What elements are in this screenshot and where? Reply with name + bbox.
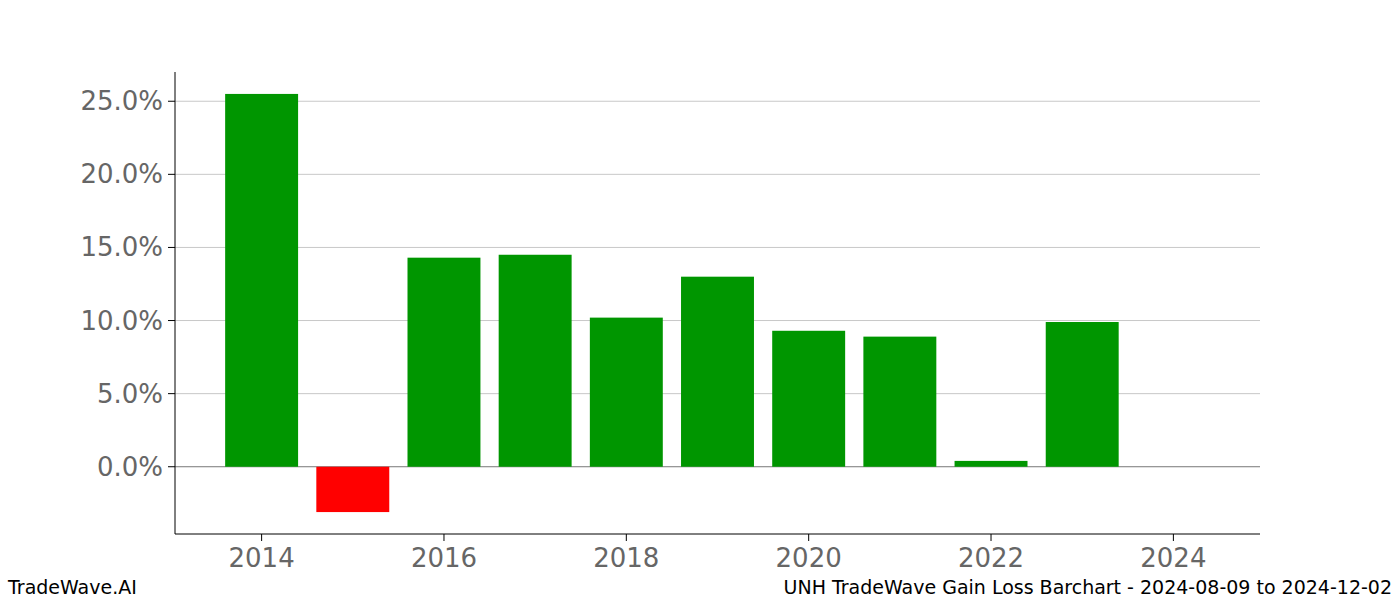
bar xyxy=(316,467,389,512)
y-axis xyxy=(175,72,176,534)
bar xyxy=(772,331,845,467)
chart: 0.0% 5.0% 10.0% 15.0% 20.0% 25.0% 2014 2016 2018… xyxy=(0,0,1400,600)
bar xyxy=(225,94,298,467)
x-tick xyxy=(261,534,262,541)
x-tick xyxy=(626,534,627,541)
y-tick xyxy=(168,247,175,248)
bar xyxy=(955,461,1028,467)
bar xyxy=(408,258,481,467)
bar xyxy=(863,337,936,467)
title: UNH TradeWave Gain Loss Barchart - 2024-… xyxy=(784,576,1392,598)
y-tick xyxy=(168,101,175,102)
grid-line xyxy=(175,247,1260,248)
y-tick-label: 0.0% xyxy=(97,452,163,482)
x-tick-label: 2016 xyxy=(411,543,477,573)
bar xyxy=(681,277,754,467)
x-tick-label: 2024 xyxy=(1140,543,1206,573)
y-tick xyxy=(168,174,175,175)
x-axis xyxy=(175,534,1260,535)
y-tick-label: 15.0% xyxy=(80,232,163,262)
y-tick-label: 5.0% xyxy=(97,379,163,409)
watermark: TradeWave.AI xyxy=(7,576,137,598)
y-tick-label: 20.0% xyxy=(80,159,163,189)
bar xyxy=(590,318,663,467)
y-tick-label: 25.0% xyxy=(80,86,163,116)
x-tick-label: 2022 xyxy=(958,543,1024,573)
grid-line xyxy=(175,101,1260,102)
x-tick xyxy=(443,534,444,541)
bar xyxy=(1046,322,1119,467)
y-tick xyxy=(168,320,175,321)
bar xyxy=(499,255,572,467)
grid xyxy=(175,101,1260,467)
x-tick-label: 2014 xyxy=(229,543,295,573)
x-tick xyxy=(808,534,809,541)
x-tick xyxy=(1173,534,1174,541)
x-tick xyxy=(991,534,992,541)
y-tick-label: 10.0% xyxy=(80,306,163,336)
x-tick-label: 2020 xyxy=(776,543,842,573)
y-tick xyxy=(168,393,175,394)
bars xyxy=(225,94,1119,512)
grid-line xyxy=(175,174,1260,175)
y-tick xyxy=(168,466,175,467)
x-tick-label: 2018 xyxy=(593,543,659,573)
